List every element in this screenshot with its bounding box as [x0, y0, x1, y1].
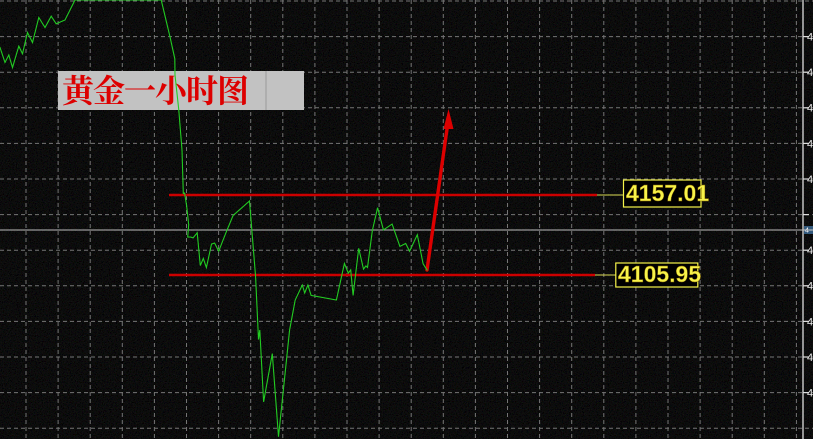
- svg-text:黄金一小时图: 黄金一小时图: [62, 66, 248, 112]
- svg-text:4: 4: [807, 32, 813, 44]
- svg-text:4: 4: [807, 103, 813, 115]
- svg-text:4157.01: 4157.01: [626, 180, 709, 206]
- svg-text:4105.95: 4105.95: [618, 261, 701, 287]
- svg-text:4: 4: [807, 281, 813, 293]
- svg-text:4: 4: [807, 352, 813, 364]
- svg-text:4: 4: [807, 138, 813, 150]
- svg-text:4: 4: [805, 228, 809, 235]
- svg-text:4: 4: [807, 67, 813, 79]
- svg-text:4: 4: [807, 316, 813, 328]
- svg-text:4: 4: [807, 388, 813, 400]
- svg-text:4: 4: [807, 245, 813, 257]
- svg-text:4: 4: [807, 174, 813, 186]
